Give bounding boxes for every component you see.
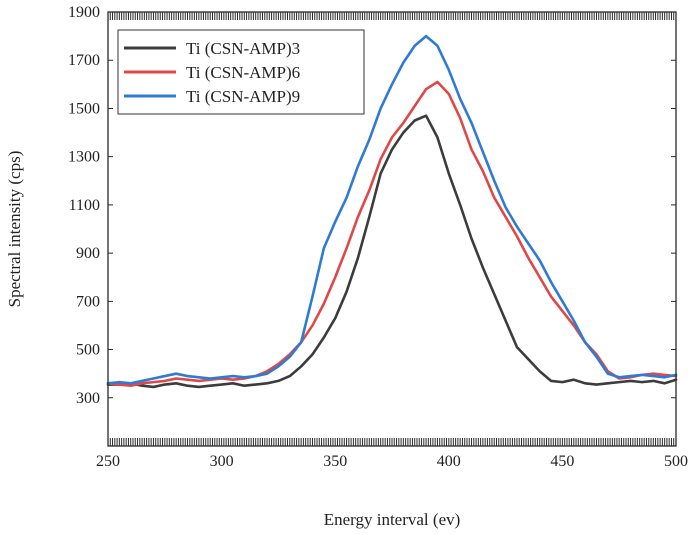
y-tick-label: 1100 [69,197,100,214]
plot-frame [107,11,677,447]
x-tick-label: 250 [96,453,120,470]
legend-label: Ti (CSN-AMP)6 [186,63,300,82]
x-tick-label: 500 [664,453,688,470]
legend-items: Ti (CSN-AMP)3 Ti (CSN-AMP)6 Ti (CSN-AMP)9 [124,39,300,106]
y-tick-label: 300 [76,390,100,407]
series-lines [106,34,678,389]
x-tick-label: 450 [550,453,574,470]
legend[interactable]: Ti (CSN-AMP)3 Ti (CSN-AMP)6 Ti (CSN-AMP)9 [117,29,365,115]
y-tick-label: 900 [76,245,100,262]
y-tick-label: 1300 [68,149,100,166]
x-tick-label: 300 [210,453,234,470]
y-tick-label: 1500 [68,100,100,117]
y-tick-label: 1700 [68,52,100,69]
x-tick-label: 400 [437,453,461,470]
series-line-1 [106,114,678,389]
x-axis-title: Energy interval (ev) [324,510,461,529]
y-tick-label: 500 [76,342,100,359]
axis-tick-labels: 250 300 350 400 450 500 300 500 700 900 1100 1300 15… [68,4,688,470]
legend-label: Ti (CSN-AMP)9 [186,87,300,106]
y-axis-title: Spectral intensity (cps) [5,151,24,308]
y-tick-label: 1900 [68,4,100,21]
y-tick-label: 700 [76,293,100,310]
series-line-3 [106,34,678,385]
x-tick-label: 350 [323,453,347,470]
legend-label: Ti (CSN-AMP)3 [186,39,300,58]
